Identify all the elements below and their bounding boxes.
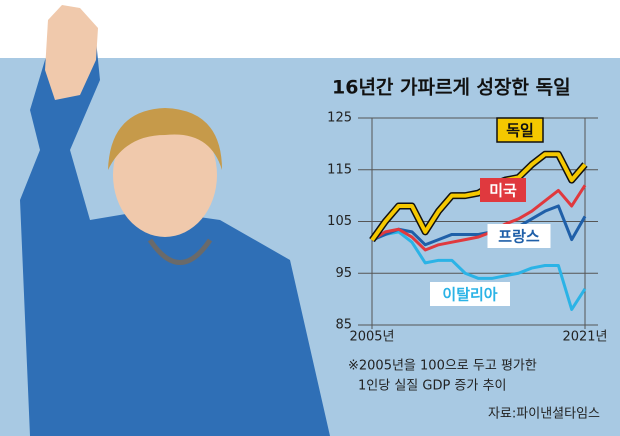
legend-label: 이탈리아 [442,286,497,304]
series-line [370,152,587,242]
source: 자료:파이낸셜타임스 [488,407,600,422]
hair [108,108,222,170]
legend-box [480,178,526,202]
series-line [371,184,587,252]
y-tick-label: 115 [327,162,352,177]
necklace [147,238,213,265]
legend-box [487,224,551,248]
note: ※2005년을 100으로 두고 평가한 [348,359,537,374]
y-tick-label: 125 [327,111,352,126]
y-tick-label: 85 [335,318,352,333]
photo [20,5,330,436]
hand [45,5,98,100]
legend-label: 프랑스 [498,228,540,246]
x-tick-label: 2005년 [349,330,394,345]
legend-label: 미국 [489,182,517,200]
chart-title: 16년간 가파르게 성장한 독일 [332,77,571,99]
y-tick-label: 105 [327,214,352,229]
legend-label: 독일 [506,122,534,140]
series-line [371,204,587,247]
note: 1인당 실질 GDP 증가 추이 [358,379,506,394]
series-line [371,230,587,311]
x-tick-label: 2021년 [562,330,607,345]
y-tick-label: 95 [335,266,352,281]
face [113,113,217,237]
legend-box [430,282,510,306]
legend-box [496,117,544,143]
